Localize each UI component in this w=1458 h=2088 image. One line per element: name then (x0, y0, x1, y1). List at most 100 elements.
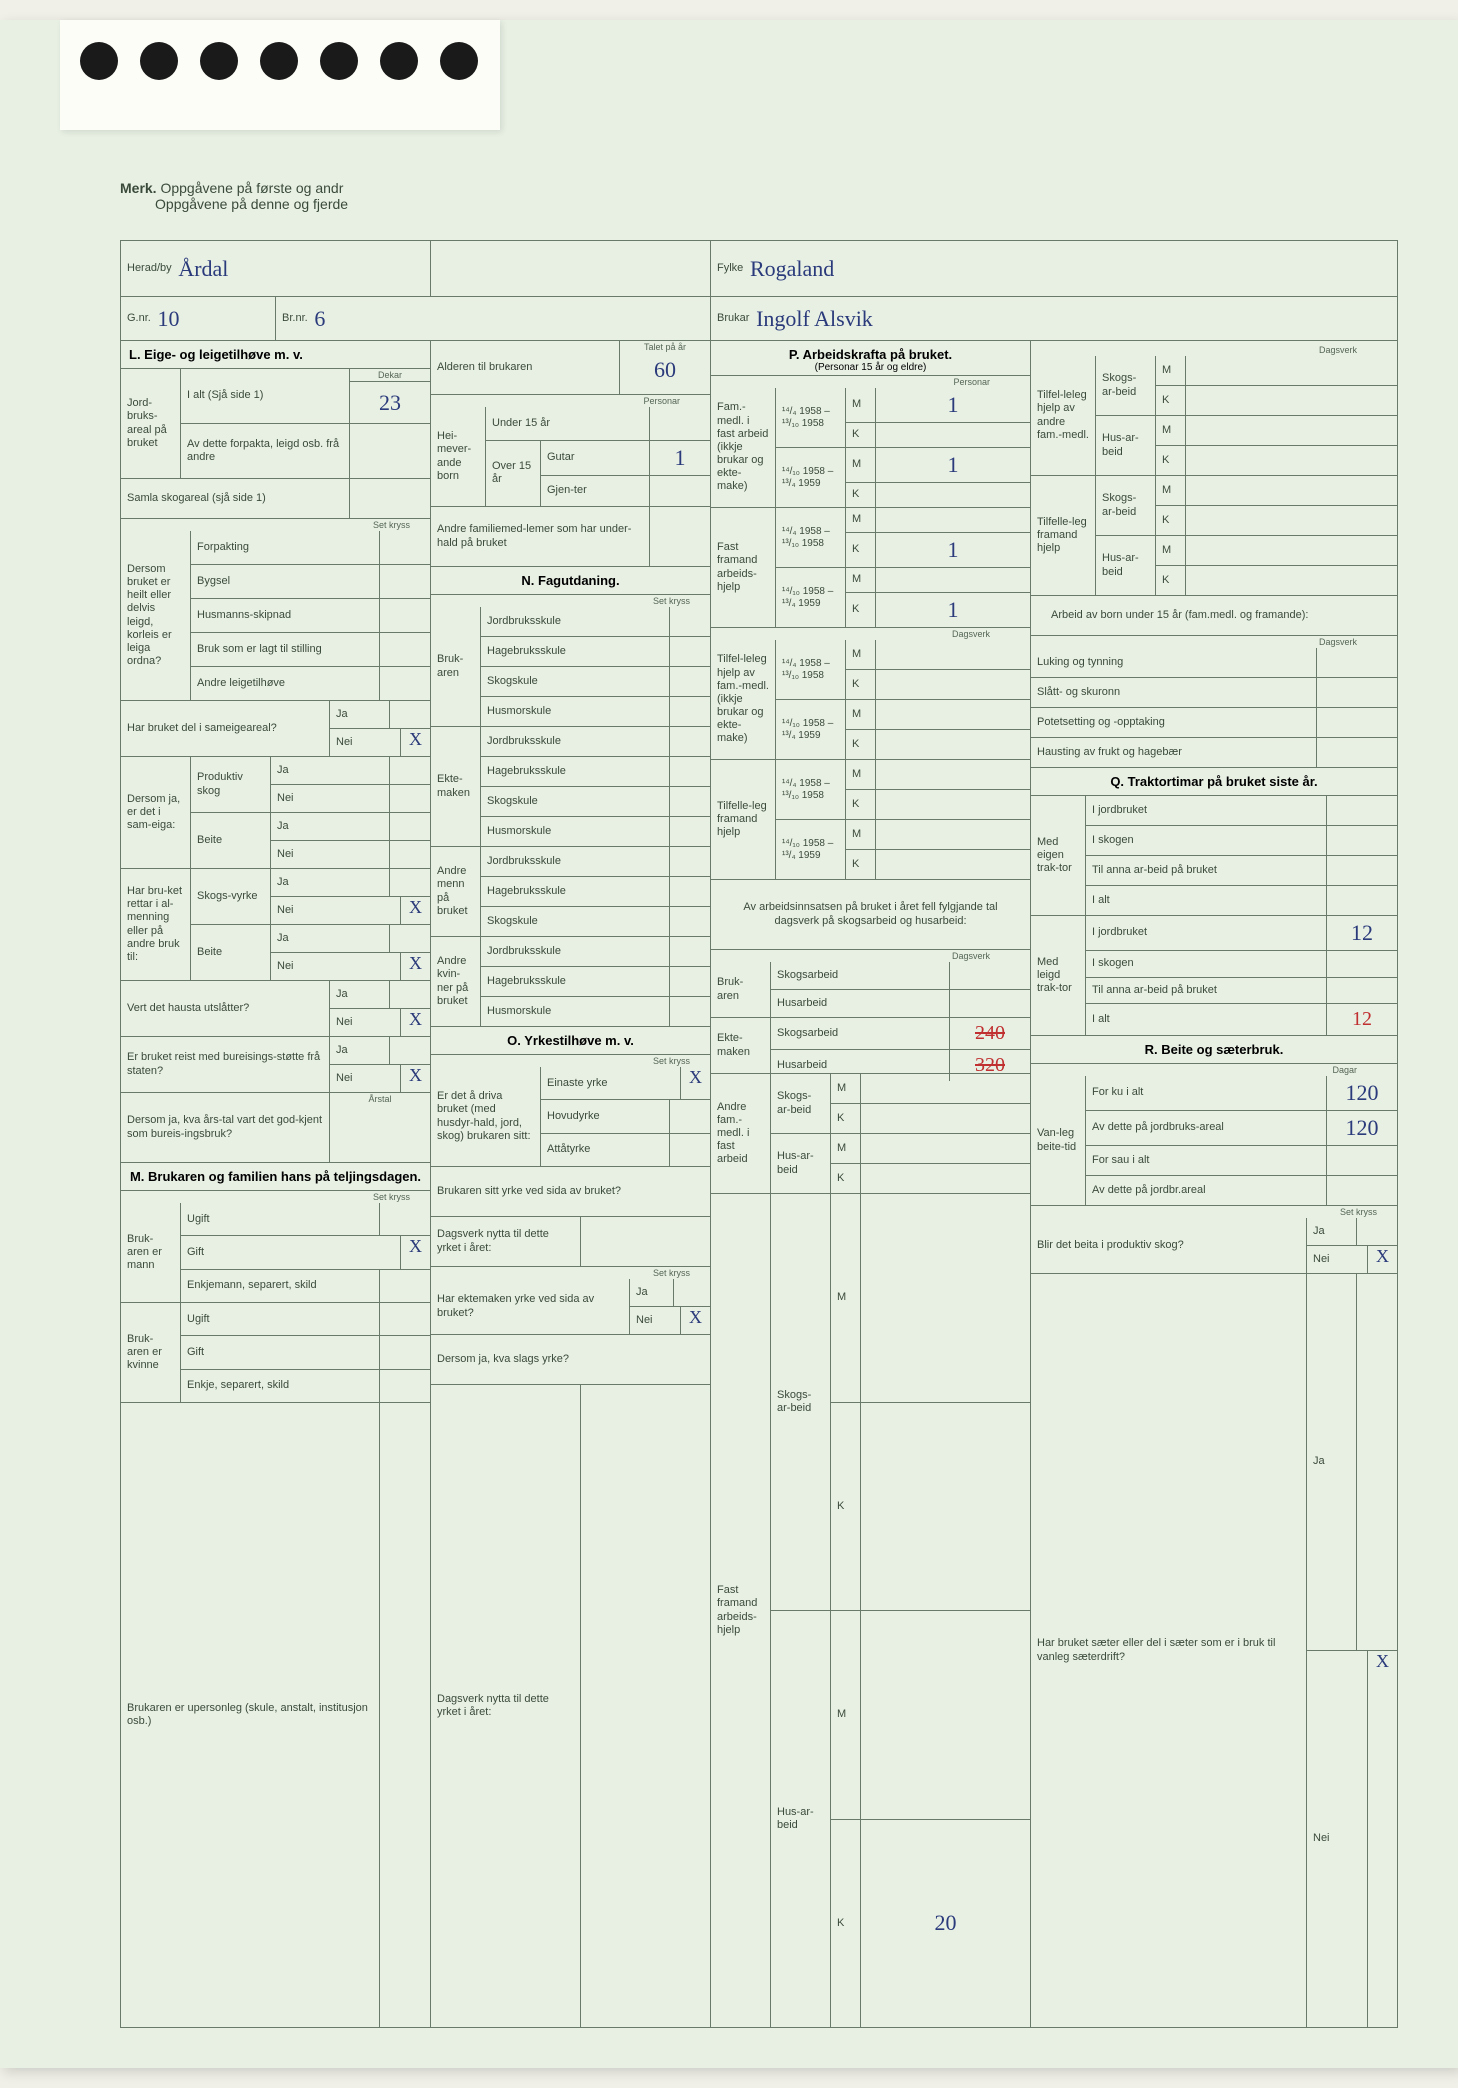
over15: Over 15 år (486, 441, 541, 506)
fylke-value: Rogaland (750, 256, 834, 282)
setkryss4: Set kryss (431, 1055, 710, 1067)
talet-label: Talet på år (620, 341, 710, 353)
hovud: Hovudyrke (541, 1100, 670, 1132)
c4k1: K (1156, 386, 1186, 415)
gnr-value: 10 (158, 306, 180, 332)
pm5: M (846, 640, 876, 669)
pm6: M (846, 700, 876, 729)
leigd-ialt: 12 (1327, 1004, 1397, 1035)
pk3: K (846, 533, 876, 567)
bruksom: Bruk som er lagt til stilling (191, 633, 380, 666)
ja3: Ja (271, 813, 390, 840)
enkjemann: Enkjemann, separert, skild (181, 1270, 380, 1302)
pk8: K (846, 850, 876, 879)
hardel-label: Har bruket del i sameigeareal? (121, 701, 330, 756)
samla-label: Samla skogareal (sjå side 1) (121, 479, 350, 518)
forsau: For sau i alt (1086, 1146, 1327, 1175)
brukar-label: Brukar (717, 312, 749, 325)
fammedl-label: Fam.-medl. i fast arbeid (ikkje brukar o… (711, 388, 776, 507)
vanleg: Van-leg beite-tid (1031, 1076, 1086, 1205)
forpakting: Forpakting (191, 531, 380, 564)
column-N-O: Alderen til brukaren Talet på år 60 Pers… (431, 341, 711, 2027)
column-L-M: L. Eige- og leigetilhøve m. v. Jord-bruk… (121, 341, 431, 2027)
ja5: Ja (271, 925, 390, 952)
nei3: Nei (271, 841, 390, 868)
gutar: Gutar (541, 441, 650, 475)
brukar-value: Ingolf Alsvik (756, 306, 873, 332)
medeigen: Med eigen trak-tor (1031, 796, 1086, 915)
period1b: ¹⁴/₄ 1958 –¹³/₁₀ 1958 (776, 508, 846, 567)
pk6: K (846, 730, 876, 759)
ja7: Ja (330, 1037, 390, 1064)
nei8: Nei (630, 1307, 681, 1334)
bygsel: Bygsel (191, 565, 380, 598)
p2-m: 1 (876, 448, 1030, 482)
pk11: K (831, 1403, 861, 1611)
M-title: M. Brukaren og familien hans på teljings… (121, 1163, 430, 1191)
hardel-x: X (401, 729, 430, 756)
fylke-label: Fylke (717, 262, 743, 275)
erreist-x: X (401, 1065, 430, 1092)
ff-p2-k: 1 (876, 593, 1030, 627)
n-husmor1: Husmorskule (481, 697, 670, 726)
dersomja-kva: Dersom ja, kva slags yrke? (431, 1335, 575, 1384)
jordbruk-label: Jord-bruks-areal på bruket (121, 369, 181, 478)
brukkvinne: Bruk-aren er kvinne (121, 1303, 181, 1402)
personar2: Personar (711, 376, 1030, 388)
pk1: K (846, 423, 876, 447)
Q-title: Q. Traktortimar på bruket siste år. (1031, 768, 1397, 796)
pm4: M (846, 568, 876, 592)
skogsvyrke: Skogs-vyrke (191, 869, 271, 924)
N-title: N. Fagutdaning. (431, 567, 710, 595)
n-ekte: Ekte-maken (431, 727, 481, 846)
beite1: Beite (191, 813, 271, 868)
forkui: For ku i alt (1086, 1076, 1327, 1110)
period2b: ¹⁴/₁₀ 1958 –¹³/₄ 1959 (776, 568, 846, 627)
avdette-sau: Av dette på jordbr.areal (1086, 1176, 1327, 1205)
punch-strip (60, 20, 500, 130)
medleigd: Med leigd trak-tor (1031, 916, 1086, 1035)
gjenter: Gjen-ter (541, 476, 650, 506)
ja4: Ja (271, 869, 390, 896)
upersonleg: Brukaren er upersonleg (skule, anstalt, … (121, 1403, 380, 2027)
period2a: ¹⁴/₁₀ 1958 –¹³/₄ 1959 (776, 448, 846, 507)
n-husmor4: Husmorskule (481, 997, 670, 1026)
dagsverk3: Dagsverk (1031, 341, 1397, 356)
brukmann: Bruk-aren er mann (121, 1203, 181, 1302)
pm9: M (831, 1074, 861, 1103)
nei6: Nei (330, 1009, 401, 1036)
R-title: R. Beite og sæterbruk. (1031, 1036, 1397, 1064)
gift2: Gift (181, 1336, 380, 1368)
dersomkva: Dersom ja, kva års-tal vart det god-kjen… (121, 1093, 330, 1162)
husmann: Husmanns-skipnad (191, 599, 380, 632)
q-anna1: Til anna ar-beid på bruket (1086, 856, 1327, 885)
erreist: Er bruket reist med bureisings-støtte fr… (121, 1037, 330, 1092)
period1d: ¹⁴/₄ 1958 –¹³/₁₀ 1958 (776, 760, 846, 819)
q-anna2: Til anna ar-beid på bruket (1086, 978, 1327, 1004)
nei1: Nei (330, 729, 401, 756)
pk12: K (831, 1820, 861, 2028)
p-ekte: Ekte-maken (711, 1018, 771, 1073)
pm1: M (846, 388, 876, 422)
dagar-label: Dagar (1031, 1064, 1397, 1076)
einaste: Einaste yrke (541, 1067, 681, 1099)
avarbeid: Av arbeidsinnsatsen på bruket i året fel… (711, 880, 1030, 949)
nei4: Nei (271, 897, 401, 924)
pk7: K (846, 790, 876, 819)
avdette-label: Av dette forpakta, leigd osb. frå andre (181, 424, 350, 478)
p-hus1: Husarbeid (771, 990, 950, 1017)
c4k4: K (1156, 566, 1186, 595)
dagsverk2: Dagsverk (711, 950, 1030, 962)
pm3: M (846, 508, 876, 532)
pm12: M (831, 1611, 861, 1819)
avdette-jord-val: 120 (1327, 1111, 1397, 1145)
pm2: M (846, 448, 876, 482)
ja8: Ja (630, 1279, 674, 1306)
dagsverk-yrket1: Dagsverk nytta til dette yrket i året: (431, 1217, 581, 1266)
tf-andre: Tilfel-leleg hjelp av andre fam.-medl. (1031, 356, 1096, 475)
p1-m: 1 (876, 388, 1030, 422)
pk4: K (846, 593, 876, 627)
n-hage2: Hagebruksskule (481, 757, 670, 786)
dekar-label: Dekar (350, 369, 430, 382)
n-hage3: Hagebruksskule (481, 877, 670, 906)
